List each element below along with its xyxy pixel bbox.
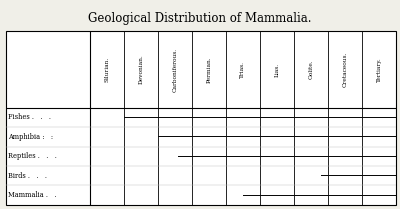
Bar [321,175,396,176]
Text: Cretaceous.: Cretaceous. [342,52,348,87]
Bar [178,156,396,157]
Text: Amphibia :   :: Amphibia : : [8,133,53,141]
Bar [158,136,396,137]
Text: Oolite.: Oolite. [308,60,314,79]
Text: Tertiary.: Tertiary. [376,57,382,82]
Text: Silurian.: Silurian. [104,57,109,82]
Text: Fishes .   .   .: Fishes . . . [8,113,51,121]
Text: Carboniferous.: Carboniferous. [172,47,177,92]
Bar [124,117,396,118]
Text: Devonian.: Devonian. [138,55,143,84]
Text: Lias.: Lias. [274,62,280,76]
Text: Permian.: Permian. [206,56,212,83]
Text: Reptiles .   .   .: Reptiles . . . [8,152,57,160]
Text: Trias.: Trias. [240,61,246,78]
Text: Birds .   .   .: Birds . . . [8,172,47,180]
Text: Geological Distribution of Mammalia.: Geological Distribution of Mammalia. [88,12,312,25]
Text: Mammalia .   .: Mammalia . . [8,191,56,199]
Bar [243,195,396,196]
